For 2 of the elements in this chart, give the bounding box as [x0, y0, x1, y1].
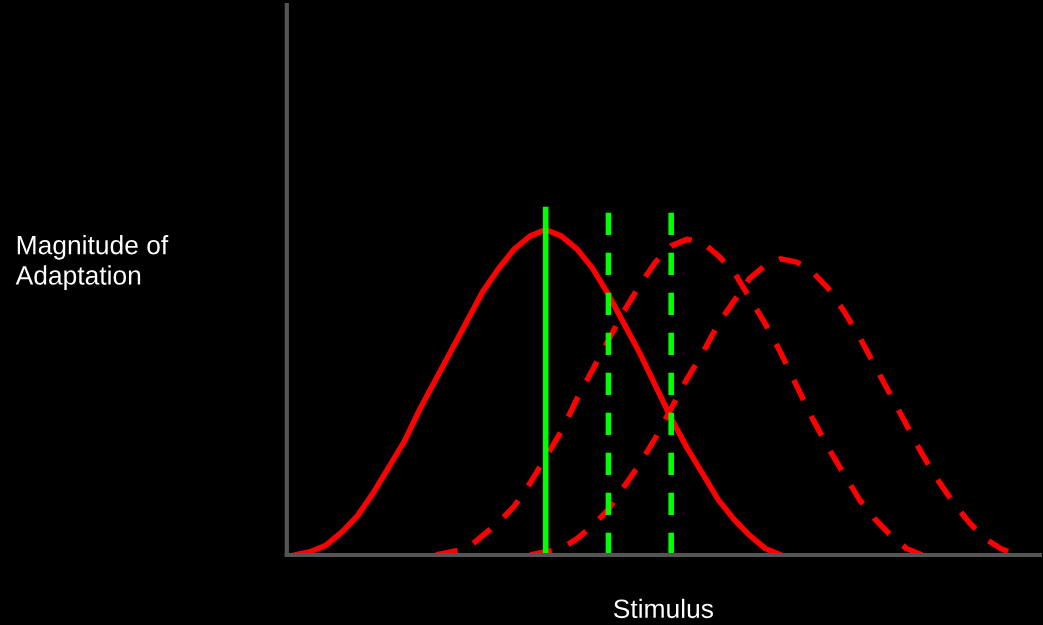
- x-axis-title: Stimulus: [613, 598, 713, 619]
- y-axis-title: Magnitude of Adaptation: [15, 235, 169, 290]
